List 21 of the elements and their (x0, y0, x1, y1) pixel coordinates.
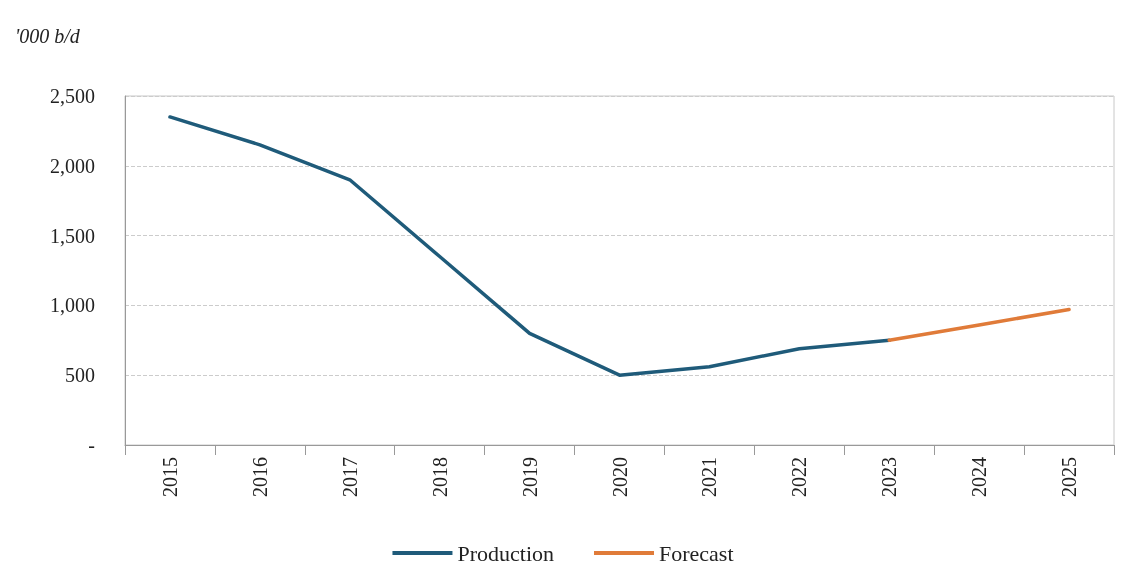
x-tick-label: 2025 (1058, 457, 1081, 497)
line-series (168, 115, 891, 377)
x-tick-label: 2022 (788, 457, 811, 497)
y-tick-label: 2,000 (50, 154, 95, 177)
legend-label: Forecast (659, 540, 734, 566)
x-tick-label: 2023 (878, 457, 901, 497)
x-tick-label: 2020 (608, 457, 631, 497)
x-tick-label: 2024 (968, 457, 991, 497)
x-tick-label: 2017 (338, 457, 361, 497)
y-tick-label: 2,500 (50, 85, 95, 107)
y-tick-label: 500 (65, 364, 95, 387)
x-tick-label: 2015 (158, 457, 181, 497)
y-axis-title: '000 b/d (15, 25, 81, 47)
x-tick-label: 2019 (518, 457, 541, 497)
x-tick-label: 2021 (698, 457, 721, 497)
y-tick-label: 1,000 (50, 294, 95, 317)
y-tick-label: 1,500 (50, 224, 95, 247)
x-tick-label: 2016 (248, 457, 271, 497)
x-tick-label: 2018 (428, 457, 451, 497)
y-tick-label: - (88, 434, 95, 456)
legend-label: Production (457, 540, 555, 566)
